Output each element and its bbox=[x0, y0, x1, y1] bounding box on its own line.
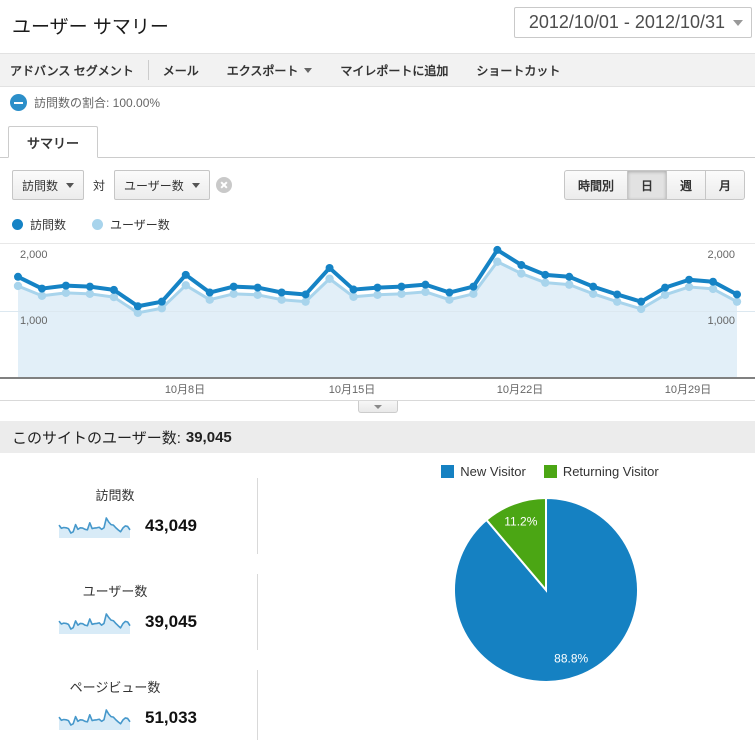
legend-item-visits[interactable]: 訪問数 bbox=[12, 216, 66, 233]
chevron-down-icon bbox=[373, 404, 382, 409]
legend-square-icon bbox=[543, 465, 557, 478]
toolbar-separator bbox=[147, 60, 149, 80]
legend-item-users[interactable]: ユーザー数 bbox=[92, 216, 170, 233]
metric-dropdown-secondary[interactable]: ユーザー数 bbox=[114, 170, 210, 200]
toolbar-item-advanced-segment[interactable]: アドバンス セグメント bbox=[10, 63, 134, 78]
xtick-label: 10月29日 bbox=[664, 384, 712, 396]
chevron-down-icon bbox=[304, 67, 313, 73]
x-axis-labels: 10月8日 10月15日 10月22日 10月29日 bbox=[0, 381, 755, 396]
metric-label: ページビュー数 bbox=[69, 680, 161, 695]
chevron-down-icon bbox=[733, 19, 743, 26]
granularity-month-button[interactable]: 月 bbox=[704, 170, 745, 200]
xtick-label: 10月8日 bbox=[164, 384, 206, 396]
vs-label: 対 bbox=[93, 179, 106, 193]
metric-label: ユーザー数 bbox=[82, 584, 148, 599]
segment-circle-icon bbox=[10, 94, 27, 111]
clear-metric-icon[interactable] bbox=[216, 177, 232, 193]
chart-controls: 訪問数 対 ユーザー数 時間別 日 週 月 bbox=[0, 158, 755, 210]
toolbar-item-shortcut[interactable]: ショートカット bbox=[476, 63, 561, 78]
toolbar-item-email[interactable]: メール bbox=[162, 63, 199, 78]
ytick-label: 2,000 bbox=[707, 249, 735, 261]
toolbar-item-export[interactable]: エクスポート bbox=[213, 62, 327, 79]
pie-legend-returning-visitor: Returning Visitor bbox=[543, 464, 659, 479]
granularity-week-button[interactable]: 週 bbox=[665, 170, 705, 200]
legend-dot-icon bbox=[12, 219, 23, 230]
sparkline-visits bbox=[58, 517, 131, 538]
sparkline-pageviews bbox=[58, 709, 131, 730]
granularity-group: 時間別 日 週 月 bbox=[563, 170, 745, 200]
page-title: ユーザー サマリー bbox=[12, 17, 169, 38]
metric-label: 訪問数 bbox=[95, 488, 135, 503]
toolbar-item-add-to-dashboard[interactable]: マイレポートに追加 bbox=[340, 63, 449, 78]
granularity-day-button[interactable]: 日 bbox=[626, 170, 666, 200]
chart-legend: 訪問数 ユーザー数 bbox=[12, 216, 196, 233]
pie-legend: New Visitor Returning Visitor bbox=[380, 464, 720, 479]
ytick-label: 1,000 bbox=[20, 315, 48, 327]
svg-text:11.2%: 11.2% bbox=[504, 514, 537, 528]
metric-value: 51,033 bbox=[145, 707, 197, 727]
chevron-down-icon bbox=[191, 182, 200, 188]
sparkline-users bbox=[58, 613, 131, 634]
xtick-label: 10月22日 bbox=[496, 384, 544, 396]
date-range-text: 2012/10/01 - 2012/10/31 bbox=[528, 12, 725, 32]
chart-collapse-bar bbox=[0, 400, 755, 413]
pie-legend-new-visitor: New Visitor bbox=[441, 464, 526, 479]
metric-value: 39,045 bbox=[145, 611, 197, 631]
granularity-hourly-button[interactable]: 時間別 bbox=[563, 170, 627, 200]
svg-text:88.8%: 88.8% bbox=[554, 652, 588, 666]
legend-square-icon bbox=[441, 465, 455, 478]
metric-dropdown-primary[interactable]: 訪問数 bbox=[12, 170, 85, 200]
visitor-type-pie-chart: 88.8% 11.2% bbox=[446, 490, 646, 690]
report-toolbar: アドバンス セグメント メール エクスポート マイレポートに追加 ショートカット bbox=[0, 53, 755, 87]
ytick-label: 2,000 bbox=[20, 249, 48, 261]
segment-percent-text: 訪問数の割合: 100.00% bbox=[34, 96, 161, 110]
tab-bar: サマリー bbox=[0, 126, 755, 158]
timeseries-svg bbox=[0, 245, 755, 379]
site-users-value: 39,045 bbox=[185, 428, 232, 446]
segment-summary: 訪問数の割合: 100.00% bbox=[10, 94, 160, 111]
tab-summary[interactable]: サマリー bbox=[8, 126, 99, 158]
metric-value: 43,049 bbox=[145, 515, 197, 535]
ytick-label: 1,000 bbox=[707, 315, 735, 327]
chart-collapse-button[interactable] bbox=[357, 401, 398, 413]
date-range-selector[interactable]: 2012/10/01 - 2012/10/31 bbox=[514, 7, 752, 38]
timeseries-chart: 2,000 1,000 2,000 1,000 bbox=[0, 243, 755, 379]
metric-block-users: ユーザー数 39,045 bbox=[0, 574, 258, 650]
metric-block-pageviews: ページビュー数 51,033 bbox=[0, 670, 258, 740]
metric-block-visits: 訪問数 43,049 bbox=[0, 478, 258, 554]
site-users-header: このサイトのユーザー数: 39,045 bbox=[0, 421, 755, 453]
legend-dot-icon bbox=[92, 219, 104, 230]
chevron-down-icon bbox=[66, 182, 75, 188]
xtick-label: 10月15日 bbox=[328, 384, 376, 396]
pie-svg: 88.8% 11.2% bbox=[453, 496, 639, 683]
